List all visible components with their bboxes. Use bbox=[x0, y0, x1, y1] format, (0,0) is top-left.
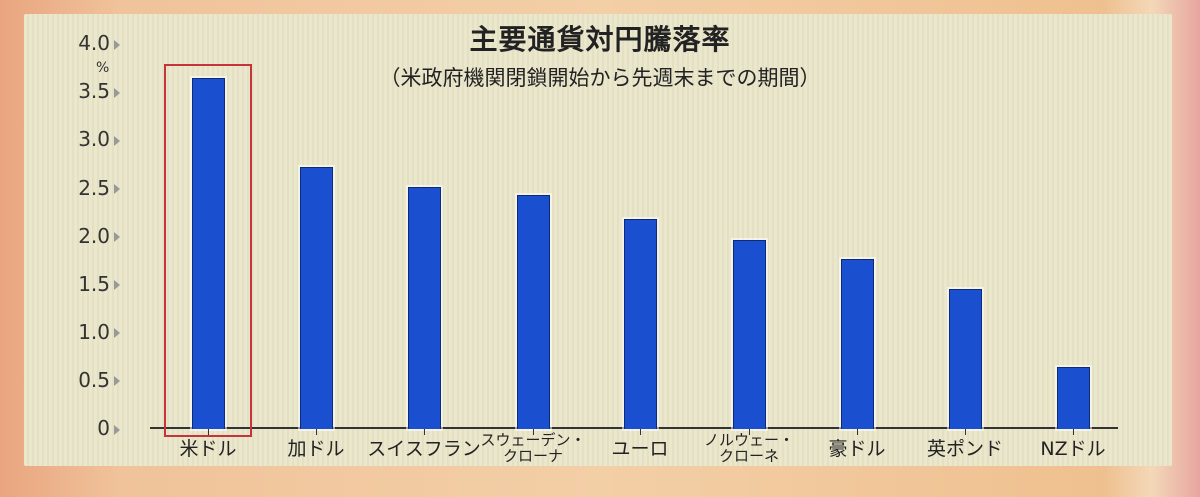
tick-arrow-icon bbox=[114, 184, 120, 194]
bar-2 bbox=[408, 186, 441, 429]
chart-title: 主要通貨対円騰落率 bbox=[469, 23, 731, 56]
x-tick-label: 加ドル bbox=[287, 438, 345, 460]
x-tick-label: スウェーデン・ クローナ bbox=[480, 431, 586, 465]
y-tick-label: 2.5 bbox=[78, 176, 120, 200]
tick-arrow-icon bbox=[114, 376, 120, 387]
bar-7 bbox=[949, 288, 982, 429]
y-tick-label: 1.5 bbox=[78, 272, 120, 296]
bar-6 bbox=[841, 258, 874, 429]
tick-arrow-icon bbox=[114, 135, 120, 146]
tick-arrow-icon bbox=[114, 328, 120, 339]
bar-3 bbox=[517, 195, 550, 429]
x-tick-label: スイスフラン bbox=[367, 438, 481, 460]
y-tick-label: 3.0 bbox=[78, 127, 120, 151]
x-tick-label: ユーロ bbox=[611, 438, 669, 460]
x-tick bbox=[749, 429, 750, 435]
tick-arrow-icon bbox=[114, 280, 120, 291]
x-tick bbox=[424, 429, 425, 435]
x-tick-label: ノルウェー・ クローネ bbox=[703, 431, 795, 465]
y-tick-label: 0 bbox=[97, 416, 120, 440]
bar-5 bbox=[733, 240, 766, 429]
x-tick bbox=[857, 429, 858, 435]
x-tick bbox=[1073, 429, 1074, 435]
x-tick-label: NZドル bbox=[1040, 438, 1106, 460]
tick-arrow-icon bbox=[114, 232, 120, 243]
x-tick bbox=[316, 429, 317, 435]
tick-arrow-icon bbox=[114, 424, 120, 435]
y-axis-unit: % bbox=[96, 60, 110, 76]
chart-subtitle: （米政府機関閉鎖開始から先週末までの期間） bbox=[379, 66, 821, 90]
bar-0 bbox=[192, 77, 225, 429]
y-tick-label: 3.5 bbox=[78, 79, 120, 103]
bar-8 bbox=[1057, 367, 1090, 429]
x-tick-label: 豪ドル bbox=[828, 438, 886, 460]
bar-1 bbox=[300, 167, 333, 429]
x-tick bbox=[533, 429, 534, 435]
bar-4 bbox=[624, 219, 657, 429]
y-tick-label: 1.0 bbox=[78, 320, 120, 344]
x-tick-label: 英ポンド bbox=[926, 438, 1004, 460]
y-tick-label: 2.0 bbox=[78, 224, 120, 248]
x-tick bbox=[965, 429, 966, 435]
x-tick bbox=[208, 429, 209, 435]
y-tick-label: 4.0 bbox=[78, 31, 120, 55]
y-tick-label: 0.5 bbox=[78, 368, 120, 392]
x-tick bbox=[640, 429, 641, 435]
tick-arrow-icon bbox=[114, 87, 120, 98]
highlight-box bbox=[164, 64, 252, 437]
x-tick-label: 米ドル bbox=[179, 438, 237, 460]
tick-arrow-icon bbox=[114, 39, 120, 50]
